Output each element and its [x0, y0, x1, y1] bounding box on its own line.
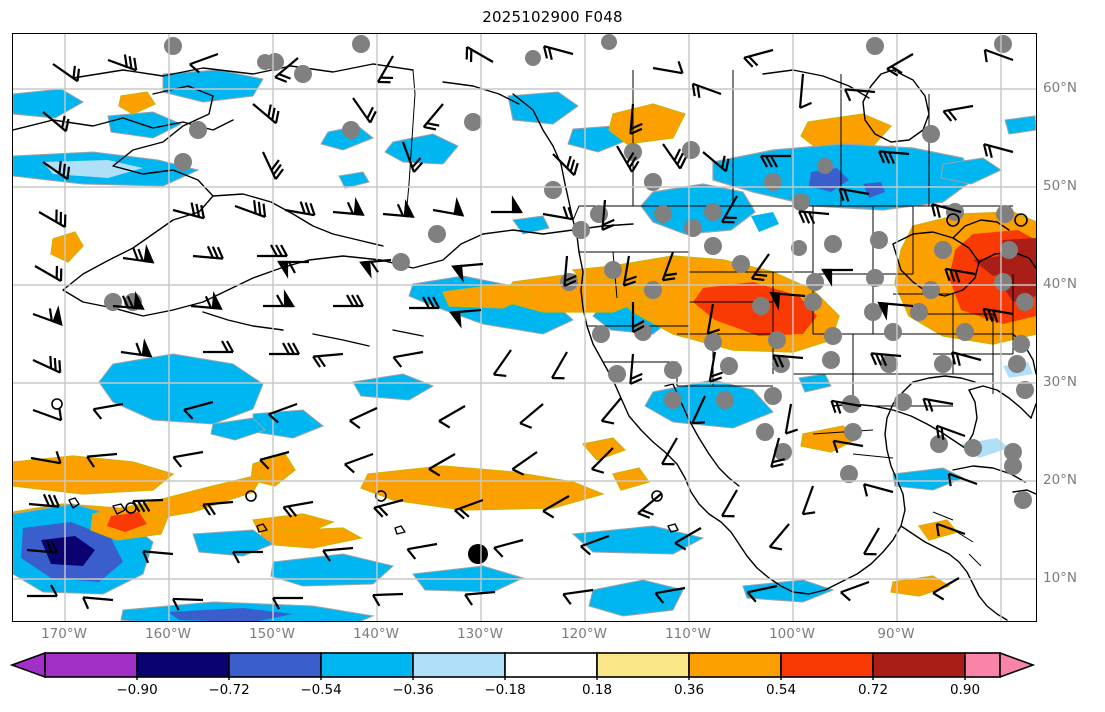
page-title: 2025102900 F048 [482, 8, 623, 26]
lat-tick-50n: 50°N [1043, 178, 1078, 194]
cbar-label-7: 0.54 [765, 682, 797, 698]
lat-tick-10n: 10°N [1043, 570, 1078, 586]
lon-tick-110w: 110°W [665, 626, 711, 642]
colorbar: −0.90 −0.72 −0.54 −0.36 −0.18 0.18 0.36 … [0, 650, 1105, 712]
lon-tick-150w: 150°W [249, 626, 295, 642]
gridline-layer [13, 34, 1036, 621]
lat-tick-60n: 60°N [1043, 80, 1078, 96]
wind-barb-layer [26, 45, 1014, 611]
cbar-label-5: 0.18 [581, 682, 613, 698]
colorbar-segments [9, 651, 1036, 679]
lon-tick-130w: 130°W [457, 626, 503, 642]
cbar-extend-min [9, 651, 46, 679]
cbar-label-1: −0.72 [208, 682, 250, 698]
colorbar-ticks [136, 677, 966, 680]
lat-tick-30n: 30°N [1043, 374, 1078, 390]
lon-tick-120w: 120°W [561, 626, 607, 642]
lat-tick-20n: 20°N [1043, 472, 1078, 488]
cbar-label-8: 0.72 [857, 682, 889, 698]
map-plot-area[interactable] [12, 33, 1037, 622]
lat-tick-40n: 40°N [1043, 276, 1078, 292]
cbar-label-0: −0.90 [116, 682, 158, 698]
map-canvas [13, 34, 1036, 621]
cbar-extend-max [999, 651, 1036, 679]
lon-tick-100w: 100°W [769, 626, 815, 642]
cbar-label-6: 0.36 [673, 682, 705, 698]
cbar-label-9: 0.90 [949, 682, 981, 698]
open-station-marker-layer [51, 213, 1028, 514]
cbar-label-4: −0.18 [484, 682, 526, 698]
colorbar-canvas [9, 651, 1036, 680]
cbar-label-2: −0.54 [300, 682, 342, 698]
coastline-layer [13, 63, 1036, 621]
lon-tick-160w: 160°W [145, 626, 191, 642]
cbar-label-3: −0.36 [392, 682, 434, 698]
filled-station-marker [468, 544, 488, 564]
lon-tick-170w: 170°W [41, 626, 87, 642]
lon-tick-140w: 140°W [353, 626, 399, 642]
lon-tick-90w: 90°W [877, 626, 915, 642]
